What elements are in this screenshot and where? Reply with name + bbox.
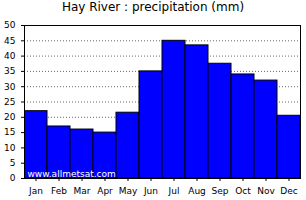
svg-text:15: 15 [4,127,15,137]
svg-text:20: 20 [4,112,16,122]
html-text:Hay River : precipitation (mm): Hay River : precipitation (mm) [61,0,245,14]
svg-text:www.allmetsat.com: www.allmetsat.com [28,169,116,179]
svg-text:Dec: Dec [280,186,297,196]
svg-text:Jul: Jul [168,186,180,196]
svg-text:Mar: Mar [74,186,91,196]
svg-text:Jun: Jun [143,186,158,196]
svg-text:Jan: Jan [28,186,43,196]
svg-text:Apr: Apr [97,186,113,196]
svg-text:Feb: Feb [51,186,67,196]
svg-text:5: 5 [10,158,16,168]
svg-text:40: 40 [4,51,16,61]
svg-text:10: 10 [4,143,16,153]
svg-text:0: 0 [10,173,16,183]
svg-text:Oct: Oct [235,186,251,196]
svg-text:45: 45 [4,36,15,46]
svg-text:50: 50 [4,20,16,30]
svg-text:May: May [119,186,138,196]
svg-text:Aug: Aug [188,186,206,196]
svg-text:30: 30 [4,82,16,92]
svg-text:Sep: Sep [212,186,229,196]
svg-text:25: 25 [4,97,15,107]
svg-text:35: 35 [4,66,15,76]
svg-text:Nov: Nov [257,186,275,196]
